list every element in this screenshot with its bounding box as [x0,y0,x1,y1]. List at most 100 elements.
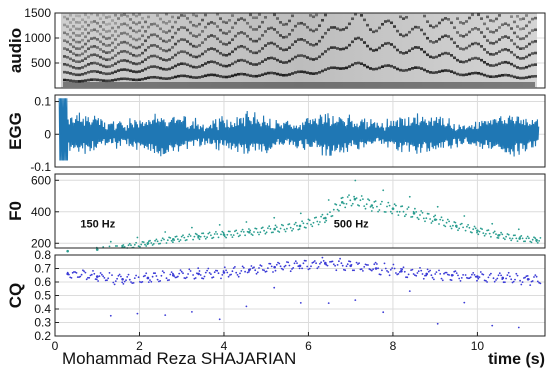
harmonic-mark [114,70,117,74]
harmonic-mark [516,55,519,59]
harmonic-mark [366,65,369,69]
data-point [191,311,193,313]
data-point [515,237,518,240]
harmonic-mark [396,67,399,71]
x-tick-label: 8 [390,339,397,353]
harmonic-mark [456,45,459,48]
data-point [268,225,271,228]
harmonic-mark [342,47,345,51]
data-point [384,211,387,213]
harmonic-mark [120,68,123,72]
data-point [199,274,202,276]
harmonic-mark [201,18,204,22]
harmonic-mark [477,28,480,31]
data-point [379,203,382,206]
data-point [203,275,206,278]
data-point [392,263,395,266]
harmonic-mark [186,40,189,43]
data-point [373,201,376,203]
data-point [198,270,201,272]
harmonic-mark [507,74,510,77]
harmonic-mark [510,39,513,42]
data-point [159,280,162,282]
harmonic-mark [156,65,159,69]
data-point [524,240,526,243]
data-point [514,278,516,281]
data-point [244,270,247,273]
harmonic-mark [486,62,489,66]
scatter-points [66,256,542,329]
harmonic-mark [93,45,96,48]
harmonic-mark [414,25,417,29]
data-point [389,210,392,213]
harmonic-mark [135,78,138,82]
data-point [346,263,349,266]
harmonic-mark [72,31,75,35]
data-point [293,223,296,226]
harmonic-mark [204,38,207,41]
harmonic-mark [366,44,369,48]
harmonic-mark [426,36,429,40]
series-point [497,234,500,237]
harmonic-mark [87,78,90,82]
data-point [253,231,255,233]
harmonic-mark [420,47,423,51]
harmonic-mark [147,35,150,39]
harmonic-mark [102,42,105,46]
harmonic-mark [75,34,78,37]
data-point [429,218,431,220]
harmonic-mark [75,27,78,31]
harmonic-mark [84,42,87,46]
harmonic-mark [288,33,291,36]
harmonic-mark [309,72,312,75]
data-point [438,269,440,272]
harmonic-mark [273,71,276,75]
harmonic-mark [444,34,447,38]
harmonic-mark [84,57,87,60]
data-point [536,242,539,244]
harmonic-mark [195,45,198,49]
data-point [231,236,234,239]
harmonic-mark [90,20,93,24]
harmonic-mark [81,72,84,76]
harmonic-mark [489,19,492,22]
data-point [149,239,151,242]
harmonic-mark [105,51,108,54]
data-point [434,214,437,217]
data-point [472,272,475,274]
harmonic-mark [153,54,156,58]
data-point [270,265,273,268]
harmonic-mark [534,40,537,43]
harmonic-mark [516,25,519,28]
harmonic-mark [492,30,495,34]
data-point [320,261,322,264]
harmonic-mark [504,73,507,77]
harmonic-mark [246,60,249,64]
harmonic-mark [165,77,168,80]
harmonic-mark [513,64,516,68]
harmonic-mark [492,19,495,23]
data-point [446,218,449,221]
harmonic-mark [528,53,531,57]
data-point [472,228,475,231]
harmonic-mark [222,42,225,46]
harmonic-mark [192,55,195,58]
data-point [457,274,459,277]
data-point [346,196,349,198]
harmonic-mark [72,66,75,69]
harmonic-mark [75,80,78,83]
harmonic-mark [318,39,321,43]
data-point [269,262,272,265]
harmonic-mark [303,54,306,58]
harmonic-mark [300,70,303,74]
harmonic-mark [462,60,465,64]
data-point [87,276,89,279]
harmonic-mark [162,20,165,24]
data-point [448,274,450,276]
data-point [308,219,311,222]
data-point [317,266,320,268]
harmonic-mark [240,72,243,76]
data-point [97,280,99,282]
harmonic-mark [363,41,366,44]
data-point [215,231,217,233]
